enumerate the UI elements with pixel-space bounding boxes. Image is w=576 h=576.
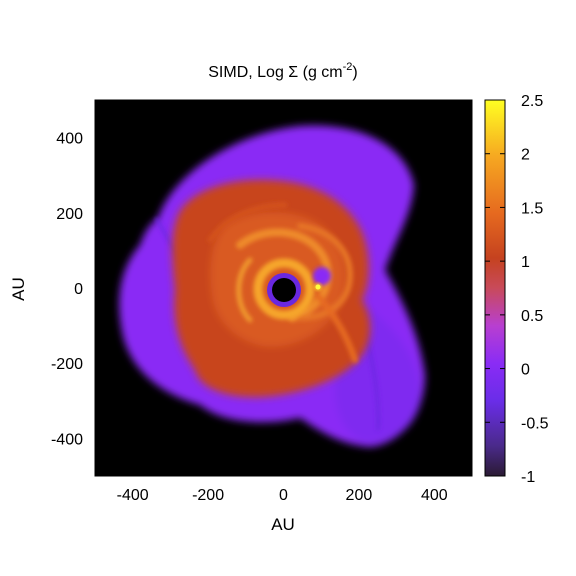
x-tick-label: -400	[117, 487, 149, 504]
colorbar	[484, 99, 506, 477]
y-axis: -400 -200 0 200 400	[51, 131, 472, 448]
plot-area	[95, 100, 472, 476]
x-axis: -400 -200 0 200 400	[117, 100, 448, 504]
x-tick-label: 0	[279, 487, 288, 504]
inner-ring	[253, 258, 315, 320]
colorbar-tick-label: 1.5	[521, 200, 543, 217]
y-axis-label: AU	[9, 277, 28, 301]
x-axis-label: AU	[271, 515, 295, 534]
y-tick-label: -400	[51, 431, 83, 448]
spiral-arm-highlights	[207, 202, 358, 363]
colorbar-tick-label: 0.5	[521, 308, 543, 325]
colorbar-tick-label: -1	[521, 469, 535, 486]
chart-title: SIMD, Log Σ (g cm-2)	[208, 61, 357, 81]
colorbar-tick-label: 0	[521, 362, 530, 379]
colorbar-tick-label: -0.5	[521, 415, 549, 432]
x-tick-label: 200	[346, 487, 373, 504]
y-tick-label: -200	[51, 356, 83, 373]
colorbar-axis: -1 -0.5 0 0.5 1 1.5 2 2.5	[485, 93, 549, 486]
colorbar-tick-label: 2	[521, 147, 530, 164]
y-tick-label: 400	[56, 131, 83, 148]
companion-gap	[313, 267, 331, 285]
y-tick-label: 200	[56, 206, 83, 223]
x-tick-label: 400	[421, 487, 448, 504]
companion	[315, 284, 321, 290]
colorbar-tick-label: 2.5	[521, 93, 543, 110]
y-tick-label: 0	[74, 281, 83, 298]
colorbar-tick-label: 1	[521, 254, 530, 271]
x-tick-label: -200	[192, 487, 224, 504]
central-cavity	[272, 278, 296, 302]
